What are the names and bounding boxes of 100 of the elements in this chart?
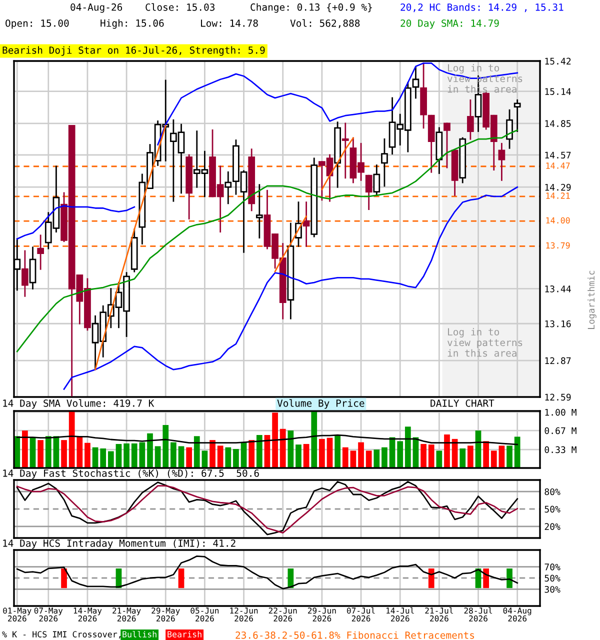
bar — [116, 444, 122, 468]
bar — [22, 430, 28, 468]
bar — [84, 442, 90, 468]
y-tick-label: 70% — [544, 564, 560, 570]
chart-title: Bearish Doji Star on 16-Jul-26, Strength: 5.9 — [2, 46, 265, 56]
bar — [498, 446, 505, 468]
bar — [108, 451, 114, 468]
candlestick — [412, 66, 420, 99]
text: Open: 15.00 — [6, 19, 69, 29]
bar — [420, 444, 426, 468]
x-tick-label: 14-May 2026 — [74, 608, 102, 622]
y-tick-label: 0.67 M — [544, 427, 576, 434]
ref-line-label: 14.00 — [546, 217, 570, 224]
x-tick-label: 22-Jun 2026 — [268, 608, 297, 622]
y-tick-label: 12.59 — [545, 394, 571, 401]
y-tick-label: 12.87 — [545, 357, 571, 364]
y-tick-label: 15.42 — [545, 58, 571, 65]
text: 04-Aug-26 — [70, 3, 122, 13]
text: Low: 14.78 — [201, 19, 258, 27]
bar — [30, 438, 36, 468]
x-tick-label: 05-Jun 2026 — [190, 608, 219, 622]
x-tick-label: 29-May 2026 — [152, 608, 180, 622]
y-tick-label: 14.57 — [545, 152, 571, 159]
bar — [460, 448, 466, 468]
text: Bullish — [122, 630, 156, 638]
bar — [162, 424, 169, 468]
y-tick-label: 1.00 M — [545, 408, 576, 416]
x-tick-label: 04-Aug 2026 — [503, 608, 532, 622]
x-tick-label: 07-Jul 2026 — [346, 607, 375, 622]
bar — [147, 433, 153, 468]
bar — [506, 446, 512, 468]
bar — [170, 442, 176, 468]
y-tick-label: 50% — [544, 574, 560, 582]
bar — [248, 440, 255, 468]
ref-line-label: 14.21 — [546, 192, 570, 199]
bar — [280, 428, 286, 468]
x-tick-label: 07-May 2026 — [34, 608, 63, 622]
legend-title: % K - HCS IMI Crossover, — [2, 631, 120, 638]
bar — [342, 447, 348, 468]
x-tick-label: 28-Jul 2026 — [464, 607, 492, 622]
y-tick-label: 30% — [544, 586, 560, 593]
bar — [374, 450, 380, 468]
text: 20,2 HC Bands: 14.29 , 15.31 — [400, 3, 564, 12]
bar — [514, 436, 520, 468]
bar — [272, 412, 278, 468]
bar — [490, 450, 497, 468]
y-tick-label: 80% — [544, 488, 560, 496]
bar — [38, 440, 44, 468]
candlestick — [29, 246, 36, 290]
bar — [334, 435, 341, 468]
bar — [194, 436, 200, 468]
candlestick — [498, 142, 506, 181]
bar — [468, 446, 474, 468]
bar — [45, 436, 52, 468]
bar — [100, 448, 106, 468]
candlestick — [467, 99, 474, 140]
x-tick-label: 21-May 2026 — [112, 608, 141, 622]
bar — [483, 441, 489, 468]
bar — [428, 444, 434, 468]
text: 23.6-38.2-50-61.8% Fibonacci Retracements — [236, 631, 474, 639]
bar — [404, 426, 411, 468]
bar — [124, 443, 130, 468]
bar — [366, 450, 372, 468]
bar — [154, 446, 161, 468]
text: High: 15.06 — [100, 19, 164, 29]
text: Volume By Price — [277, 399, 364, 409]
y-tick-label: 14.85 — [545, 120, 571, 127]
annotation: Log in to view patterns in this area — [447, 328, 522, 357]
x-tick-label: 21-Jul 2026 — [425, 607, 453, 622]
y-tick-label: 50% — [544, 506, 560, 513]
ref-line-label: 14.47 — [546, 162, 570, 169]
bar — [303, 444, 310, 468]
candlestick — [506, 109, 513, 149]
candlestick — [365, 174, 372, 210]
candlestick — [22, 250, 28, 297]
ref-line-label: 13.79 — [546, 242, 570, 249]
bar — [256, 435, 262, 468]
y-tick-label: 15.14 — [545, 88, 571, 95]
chart-title: 14 Day SMA Volume: 419.7 K — [3, 399, 154, 409]
bar — [210, 440, 216, 468]
y-tick-label: 13.44 — [545, 285, 571, 292]
candlestick — [302, 202, 310, 247]
bar — [61, 440, 67, 468]
x-tick-label: 14-Jul 2026 — [386, 607, 414, 622]
candlestick — [373, 164, 380, 196]
candlestick — [381, 138, 388, 187]
text: DAILY CHART — [430, 399, 494, 407]
bar — [233, 449, 239, 468]
y-axis-title: Logarithmic — [588, 270, 596, 329]
text: Change: 0.13 {+0.9 %} — [250, 3, 372, 13]
bar — [311, 411, 318, 468]
bar — [358, 442, 364, 468]
candlestick — [444, 122, 450, 168]
bar — [436, 450, 442, 468]
bar — [296, 444, 302, 468]
candlestick — [342, 122, 349, 179]
candlestick — [224, 171, 232, 204]
text: Bearish — [168, 630, 202, 638]
x-tick-label: 01-May 2026 — [3, 608, 32, 622]
bar — [382, 447, 388, 468]
